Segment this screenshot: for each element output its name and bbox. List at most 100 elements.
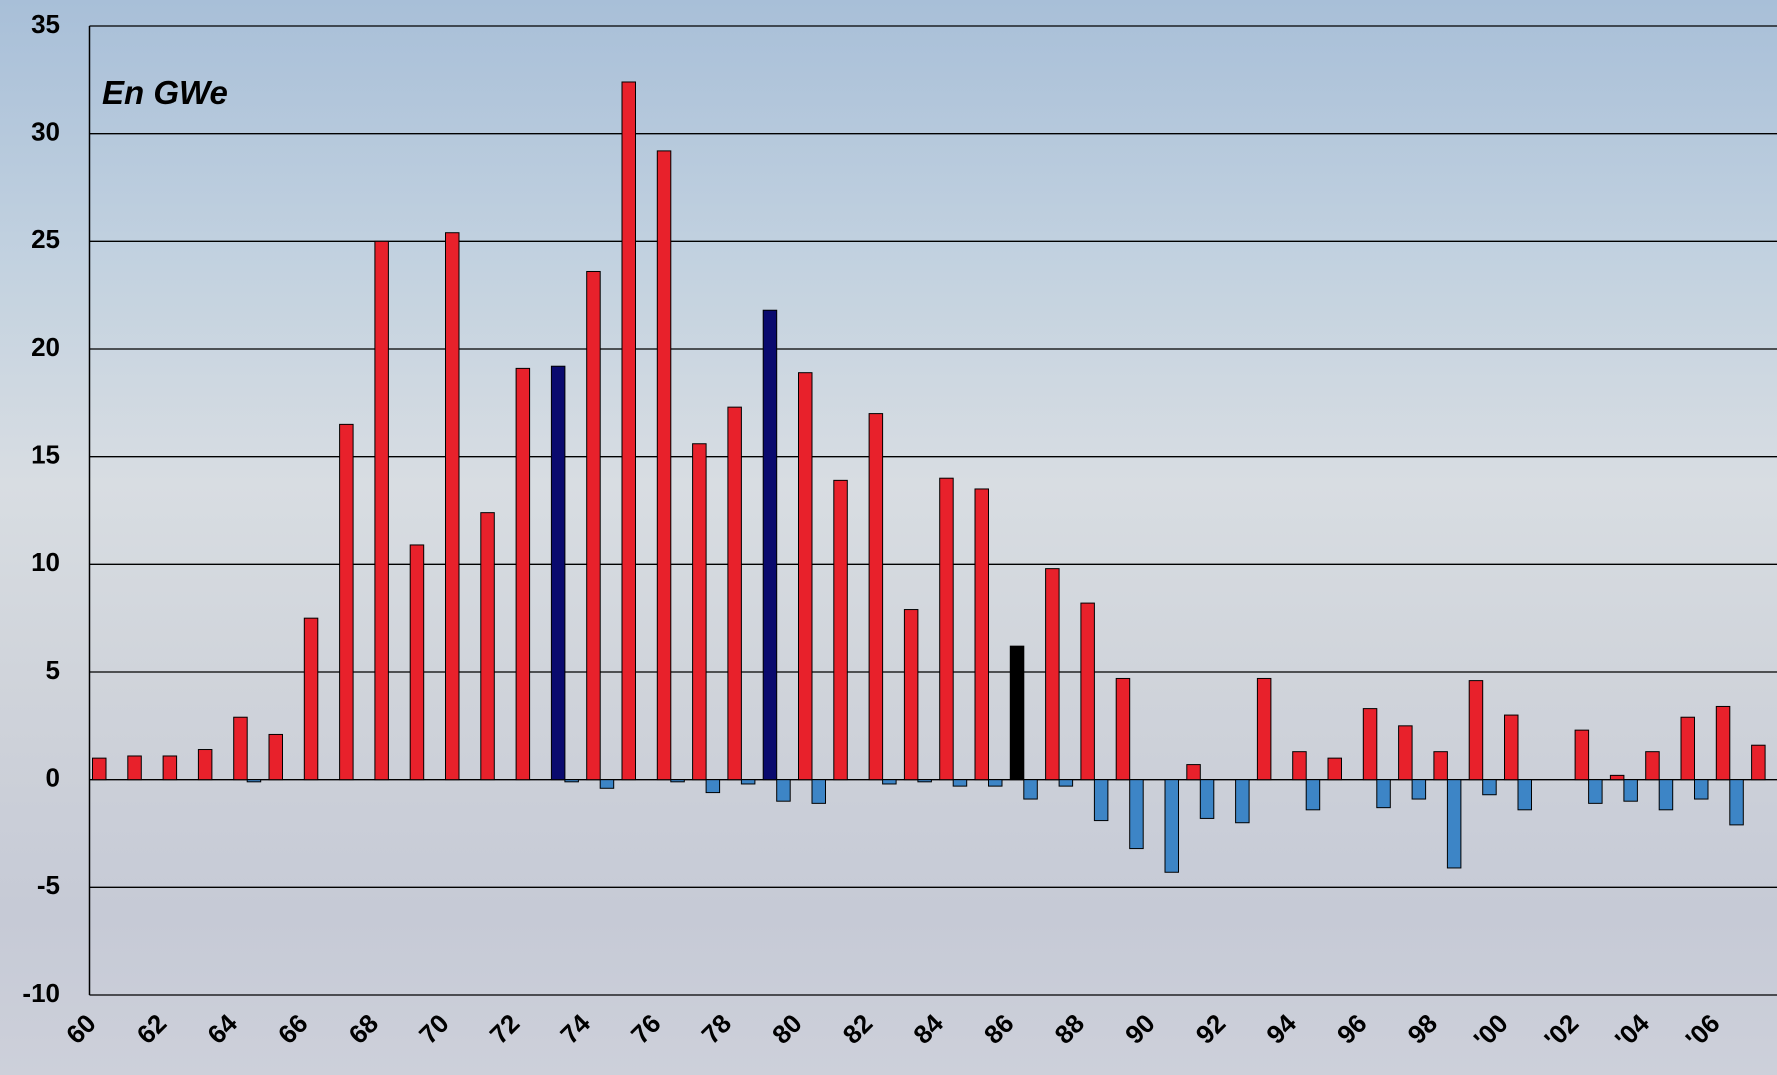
bar bbox=[480, 512, 495, 781]
bar bbox=[1751, 744, 1766, 781]
bar bbox=[339, 423, 354, 781]
bar bbox=[1362, 708, 1378, 781]
x-tick-label: 70 bbox=[413, 1008, 455, 1050]
x-tick-label: 90 bbox=[1119, 1008, 1161, 1050]
bar bbox=[1235, 779, 1250, 824]
x-tick-label: 66 bbox=[272, 1008, 314, 1050]
bar bbox=[917, 779, 932, 783]
x-tick-label: 64 bbox=[201, 1008, 243, 1050]
bar bbox=[1645, 751, 1660, 781]
bar bbox=[882, 779, 897, 785]
bar bbox=[1694, 779, 1709, 800]
bar bbox=[1623, 779, 1638, 802]
bar bbox=[1398, 725, 1413, 781]
bar bbox=[1009, 645, 1025, 781]
bar bbox=[952, 779, 968, 787]
bar bbox=[1186, 764, 1201, 781]
bar bbox=[1199, 779, 1215, 819]
y-tick-label: -10 bbox=[22, 978, 60, 1008]
bar bbox=[1504, 714, 1519, 781]
bar bbox=[233, 716, 248, 781]
bar bbox=[445, 232, 460, 781]
y-tick-label: 5 bbox=[46, 655, 60, 685]
bar bbox=[1433, 751, 1448, 781]
x-tick-label: 72 bbox=[484, 1008, 526, 1050]
bar bbox=[656, 150, 672, 781]
bar bbox=[515, 367, 531, 781]
bar bbox=[670, 779, 685, 783]
y-tick-label: 30 bbox=[31, 117, 60, 147]
bar bbox=[197, 749, 213, 781]
bar bbox=[1680, 716, 1695, 781]
x-tick-label: 86 bbox=[978, 1008, 1020, 1050]
x-tick-label: 82 bbox=[837, 1008, 879, 1050]
bar bbox=[127, 755, 142, 781]
bar bbox=[1376, 779, 1391, 809]
bar bbox=[550, 365, 566, 781]
bar bbox=[740, 779, 756, 785]
bar bbox=[374, 240, 389, 781]
bar bbox=[92, 757, 107, 781]
bar bbox=[727, 406, 742, 781]
bar bbox=[988, 779, 1003, 787]
bar bbox=[1058, 779, 1074, 787]
bar bbox=[303, 617, 319, 781]
x-tick-label: 76 bbox=[625, 1008, 667, 1050]
bar bbox=[1715, 705, 1731, 781]
bar bbox=[811, 779, 826, 804]
x-tick-label: 88 bbox=[1048, 1008, 1090, 1050]
x-tick-label: '04 bbox=[1609, 1008, 1655, 1054]
bar bbox=[599, 779, 615, 789]
bar bbox=[1305, 779, 1321, 811]
bar bbox=[1446, 779, 1462, 869]
x-tick-label: 60 bbox=[60, 1008, 102, 1050]
x-tick-label: '02 bbox=[1538, 1008, 1584, 1054]
bar bbox=[1023, 779, 1038, 800]
y-tick-label: 20 bbox=[31, 332, 60, 362]
bar bbox=[939, 477, 954, 781]
x-tick-label: '06 bbox=[1680, 1008, 1726, 1054]
bar bbox=[1129, 779, 1144, 850]
bar bbox=[903, 609, 919, 781]
x-tick-label: 74 bbox=[554, 1008, 596, 1050]
x-tick-label: 80 bbox=[766, 1008, 808, 1050]
bar bbox=[1574, 729, 1590, 781]
bar bbox=[1588, 779, 1603, 804]
x-tick-label: 98 bbox=[1401, 1008, 1443, 1050]
bar bbox=[1517, 779, 1532, 811]
bar bbox=[1658, 779, 1674, 811]
bar bbox=[409, 544, 425, 781]
bar bbox=[1482, 779, 1497, 796]
bar bbox=[1327, 757, 1342, 781]
bar bbox=[621, 81, 636, 781]
y-tick-label: -5 bbox=[37, 870, 60, 900]
y-tick-label: 35 bbox=[31, 9, 60, 39]
bar bbox=[586, 270, 601, 781]
bar bbox=[1164, 779, 1179, 873]
bar bbox=[705, 779, 721, 794]
bar bbox=[1093, 779, 1109, 822]
bar bbox=[833, 479, 848, 781]
x-tick-label: 96 bbox=[1331, 1008, 1373, 1050]
y-tick-label: 15 bbox=[31, 440, 60, 470]
bar bbox=[1080, 602, 1095, 781]
y-tick-label: 25 bbox=[31, 224, 60, 254]
bar bbox=[868, 413, 884, 781]
bar bbox=[1411, 779, 1427, 800]
bar bbox=[798, 372, 813, 781]
bar bbox=[762, 309, 778, 781]
x-tick-label: 68 bbox=[342, 1008, 384, 1050]
bar bbox=[1256, 677, 1272, 781]
bar bbox=[1609, 774, 1625, 781]
x-tick-label: 78 bbox=[695, 1008, 737, 1050]
bar bbox=[1115, 677, 1131, 781]
bar bbox=[246, 779, 262, 783]
bar bbox=[162, 755, 178, 781]
bar bbox=[1292, 751, 1307, 781]
bar bbox=[1045, 568, 1060, 781]
y-tick-label: 0 bbox=[46, 763, 60, 793]
bar bbox=[692, 443, 707, 781]
bar bbox=[1468, 680, 1484, 781]
